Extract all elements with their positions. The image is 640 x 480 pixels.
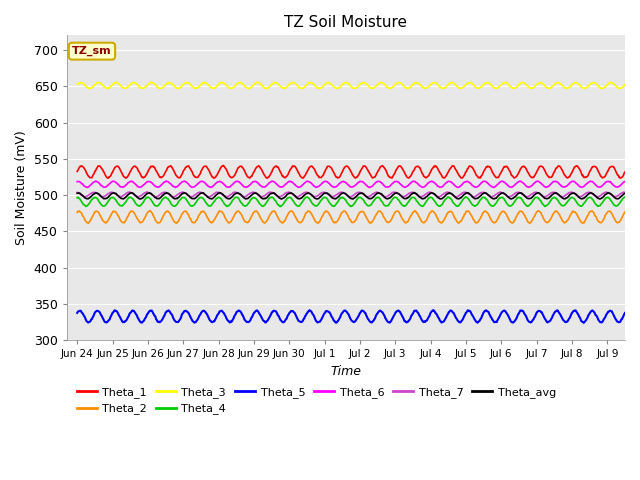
Theta_avg [621, 190, 629, 196]
Line: Theta_5: Theta_5 [77, 310, 625, 323]
Line: Theta_7: Theta_7 [77, 192, 625, 197]
Theta_6 [328, 183, 335, 189]
Theta_6 [76, 179, 83, 185]
Theta_4 [621, 194, 629, 200]
Theta_1 [76, 164, 83, 170]
Theta_6 [74, 179, 81, 184]
Theta_6 [621, 179, 629, 185]
Theta_avg [307, 192, 315, 197]
Legend: Theta_1, Theta_2, Theta_3, Theta_4, Theta_5, Theta_6, Theta_7, Theta_avg: Theta_1, Theta_2, Theta_3, Theta_4, Thet… [72, 383, 561, 419]
Theta_5 [467, 310, 475, 315]
Theta_2 [308, 211, 316, 217]
Theta_3 [150, 81, 157, 86]
Theta_2 [526, 220, 534, 226]
Theta_6 [150, 182, 157, 188]
Theta_avg [76, 191, 83, 196]
Theta_4 [481, 195, 489, 201]
Theta_4 [303, 194, 311, 200]
Title: TZ Soil Moisture: TZ Soil Moisture [284, 15, 407, 30]
Theta_6 [307, 180, 315, 186]
Line: Theta_4: Theta_4 [77, 197, 625, 206]
Theta_2 [76, 208, 83, 214]
Theta_1 [308, 164, 316, 169]
Theta_2 [621, 209, 629, 215]
Theta_5 [429, 307, 437, 313]
Theta_5 [580, 320, 588, 326]
Theta_5 [150, 312, 157, 317]
Theta_1 [621, 169, 629, 175]
Theta_avg [150, 193, 157, 199]
Theta_3 [253, 79, 261, 85]
Theta_2 [467, 212, 475, 218]
Theta_7 [481, 190, 489, 196]
Theta_4 [76, 195, 83, 201]
Theta_4 [308, 201, 316, 206]
Theta_1 [468, 164, 476, 170]
Theta_3 [74, 81, 81, 87]
Theta_7 [329, 193, 337, 199]
Theta_4 [468, 201, 476, 207]
Theta_7 [308, 193, 316, 199]
Line: Theta_1: Theta_1 [77, 166, 625, 178]
Theta_5 [328, 314, 335, 320]
Line: Theta_6: Theta_6 [77, 181, 625, 188]
Theta_5 [481, 309, 488, 315]
Theta_1 [481, 167, 489, 172]
Y-axis label: Soil Moisture (mV): Soil Moisture (mV) [15, 131, 28, 245]
Theta_2 [328, 217, 336, 223]
Theta_3 [467, 80, 475, 86]
Theta_avg [328, 194, 335, 200]
Theta_5 [621, 310, 629, 316]
Theta_7 [76, 191, 83, 196]
Theta_7 [143, 189, 151, 195]
Theta_4 [277, 204, 285, 209]
Theta_3 [481, 81, 488, 87]
Theta_3 [563, 86, 571, 92]
Theta_avg [467, 192, 475, 198]
Theta_1 [329, 168, 337, 174]
Theta_7 [468, 193, 476, 199]
Line: Theta_3: Theta_3 [77, 82, 625, 89]
Theta_4 [150, 201, 157, 207]
Theta_6 [533, 178, 541, 184]
Theta_5 [307, 308, 315, 314]
Theta_3 [76, 80, 83, 86]
Theta_2 [481, 209, 488, 215]
Theta_7 [81, 194, 88, 200]
Theta_3 [621, 82, 629, 87]
Text: TZ_sm: TZ_sm [72, 46, 112, 56]
Theta_7 [152, 194, 159, 200]
Theta_4 [74, 195, 81, 201]
Theta_3 [308, 80, 316, 86]
Theta_3 [328, 83, 336, 88]
Theta_4 [329, 203, 337, 209]
Line: Theta_avg: Theta_avg [77, 192, 625, 199]
Theta_2 [74, 210, 81, 216]
Theta_7 [621, 190, 629, 195]
Theta_6 [481, 179, 488, 184]
Theta_5 [76, 308, 83, 314]
Theta_avg [596, 196, 604, 202]
Theta_1 [74, 168, 81, 174]
Theta_1 [151, 165, 159, 170]
Theta_2 [147, 208, 154, 214]
Theta_2 [151, 215, 159, 221]
Theta_6 [467, 181, 475, 187]
Theta_5 [74, 310, 81, 316]
Theta_avg [481, 190, 488, 196]
Theta_1 [220, 163, 227, 168]
Theta_avg [74, 191, 81, 196]
Theta_1 [104, 175, 112, 181]
X-axis label: Time: Time [330, 365, 362, 378]
Line: Theta_2: Theta_2 [77, 211, 625, 223]
Theta_7 [74, 190, 81, 195]
Theta_avg [410, 190, 418, 195]
Theta_6 [366, 185, 374, 191]
